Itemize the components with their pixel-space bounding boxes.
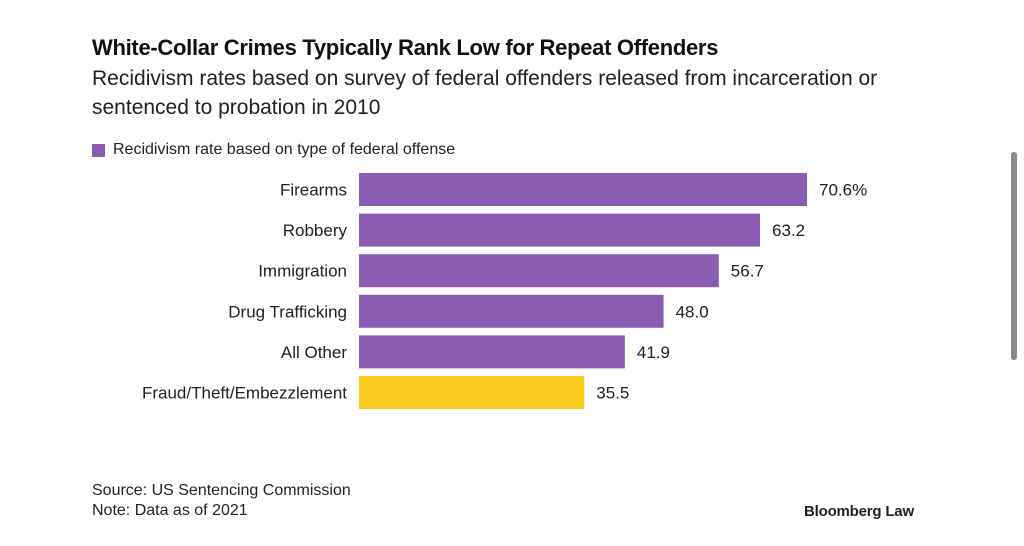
bar-fraud-theft-embezzlement xyxy=(359,376,585,409)
legend: Recidivism rate based on type of federal… xyxy=(92,141,455,159)
bar-drug-trafficking xyxy=(359,294,664,328)
value-label: 63.2 xyxy=(772,221,805,240)
value-label: 41.9 xyxy=(637,343,670,362)
vertical-scrollbar[interactable] xyxy=(1011,152,1017,360)
data-note: Note: Data as of 2021 xyxy=(92,502,248,519)
value-label: 35.5 xyxy=(596,384,629,403)
legend-label: Recidivism rate based on type of federal… xyxy=(113,141,456,158)
legend-swatch xyxy=(92,143,105,157)
source-note: Source: US Sentencing Commission xyxy=(92,482,351,499)
category-label: Fraud/Theft/Embezzlement xyxy=(142,384,347,403)
footer: Source: US Sentencing Commission Note: D… xyxy=(92,481,351,521)
category-label: Robbery xyxy=(283,221,348,240)
bar-robbery xyxy=(359,213,761,247)
value-label: 70.6% xyxy=(819,181,867,200)
category-label: All Other xyxy=(281,343,347,362)
bar-immigration xyxy=(359,254,719,288)
chart-subtitle: Recidivism rates based on survey of fede… xyxy=(92,67,878,119)
category-label: Immigration xyxy=(258,262,347,281)
bar-firearms xyxy=(359,173,807,206)
brand-logo: Bloomberg Law xyxy=(804,503,914,520)
category-label: Drug Trafficking xyxy=(228,302,347,321)
bar-all-other xyxy=(359,335,625,369)
category-label: Firearms xyxy=(280,181,347,200)
value-label: 48.0 xyxy=(676,302,709,321)
value-label: 56.7 xyxy=(731,262,764,281)
chart-title: White-Collar Crimes Typically Rank Low f… xyxy=(92,35,719,60)
